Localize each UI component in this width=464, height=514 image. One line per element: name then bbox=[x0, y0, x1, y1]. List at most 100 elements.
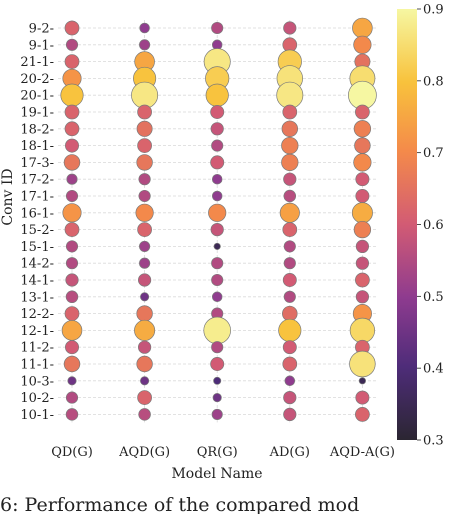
y-tick-label: 10-3- bbox=[20, 374, 54, 389]
bubble-QR(G)-9-2 bbox=[211, 21, 224, 35]
bubble-AD(G)-17-1 bbox=[283, 189, 297, 203]
bubble-QR(G)-18-1 bbox=[211, 139, 224, 152]
bubble-QR(G)-17-2 bbox=[211, 173, 223, 185]
y-tick-label: 9-2- bbox=[29, 22, 54, 37]
bubble-AD(G)-11-2 bbox=[282, 340, 297, 355]
bubble-AQD-A(G)-12-1 bbox=[349, 317, 376, 344]
bubble-AQD(G)-13-1 bbox=[140, 292, 150, 302]
y-tick-label: 16-1- bbox=[20, 206, 54, 221]
colorbar bbox=[397, 9, 417, 440]
x-tick-label: QR(G) bbox=[197, 445, 238, 460]
bubble-AD(G)-16-1 bbox=[279, 202, 300, 223]
colorbar-tick-label: 0.8 bbox=[423, 74, 444, 89]
y-tick-label: 10-1- bbox=[20, 408, 54, 423]
bubble-QD(G)-17-1 bbox=[65, 189, 79, 203]
bubble-QD(G)-11-1 bbox=[63, 355, 81, 373]
bubble-AQD(G)-17-3 bbox=[136, 154, 153, 171]
bubble-AQD(G)-9-2 bbox=[139, 22, 150, 34]
bubble-AQD(G)-9-1 bbox=[139, 39, 151, 51]
bubble-AQD-A(G)-16-1 bbox=[351, 202, 373, 224]
bubble-QD(G)-10-1 bbox=[65, 408, 79, 421]
bubble-AD(G)-18-1 bbox=[281, 136, 299, 155]
bubble-AD(G)-14-2 bbox=[283, 257, 296, 270]
bubble-QR(G)-13-1 bbox=[211, 291, 223, 303]
bubble-AQD-A(G)-15-1 bbox=[355, 239, 369, 253]
bubble-AQD-A(G)-9-2 bbox=[352, 17, 373, 39]
bubble-QR(G)-10-2 bbox=[212, 393, 222, 403]
y-tick-label: 17-1- bbox=[20, 190, 54, 205]
bubble-QR(G)-18-2 bbox=[210, 122, 224, 136]
bubble-AQD-A(G)-14-1 bbox=[355, 272, 370, 288]
bubble-AD(G)-10-3 bbox=[284, 375, 296, 387]
colorbar-tick-label: 0.4 bbox=[423, 362, 444, 377]
x-tick-label: AQD-A(G) bbox=[329, 445, 395, 460]
y-tick-label: 18-1- bbox=[20, 139, 54, 154]
bubble-AQD(G)-11-1 bbox=[136, 355, 153, 373]
bubble-AQD(G)-10-2 bbox=[137, 390, 152, 405]
bubble-QD(G)-17-3 bbox=[63, 154, 81, 171]
bubble-QD(G)-11-2 bbox=[65, 340, 79, 355]
bubble-AQD-A(G)-10-1 bbox=[355, 407, 370, 422]
bubble-AD(G)-20-1 bbox=[276, 81, 304, 109]
bubble-AQD-A(G)-18-2 bbox=[353, 120, 372, 138]
y-tick-label: 17-2- bbox=[20, 173, 54, 188]
bubble-QD(G)-10-3 bbox=[67, 376, 77, 386]
bubble-AQD-A(G)-17-1 bbox=[355, 189, 370, 203]
y-tick-labels: 9-2-9-1- 21-1- 20-2- 20-1- 19-1-18-2- 18-1- 17… bbox=[20, 22, 54, 423]
colorbar-tick-label: 0.9 bbox=[423, 3, 444, 18]
bubble-AD(G)-15-2 bbox=[282, 222, 298, 237]
bubble-AQD-A(G)-18-1 bbox=[354, 137, 371, 154]
bubble-QR(G)-10-1 bbox=[211, 408, 223, 420]
bubble-AQD-A(G)-17-3 bbox=[353, 153, 372, 172]
bubble-QD(G)-17-2 bbox=[66, 173, 78, 185]
y-tick-label: 19-1- bbox=[20, 106, 54, 121]
bubble-QD(G)-15-2 bbox=[64, 222, 80, 237]
bubble-QD(G)-13-1 bbox=[65, 290, 79, 304]
bubble-AQD(G)-10-1 bbox=[138, 408, 151, 421]
bubble-QR(G)-16-1 bbox=[208, 203, 227, 222]
bubble-AQD-A(G)-10-3 bbox=[358, 377, 366, 385]
bubble-QR(G)-15-2 bbox=[210, 223, 224, 237]
bubble-AD(G)-11-1 bbox=[282, 356, 298, 372]
bubble-AD(G)-14-1 bbox=[282, 273, 297, 287]
bubble-QR(G)-14-1 bbox=[211, 273, 224, 287]
bubble-AQD-A(G)-19-1 bbox=[355, 104, 370, 120]
bubble-AD(G)-9-2 bbox=[283, 21, 297, 35]
bubble-AD(G)-15-1 bbox=[283, 240, 296, 253]
y-tick-label: 14-2- bbox=[20, 257, 54, 272]
bubble-AD(G)-19-1 bbox=[282, 104, 298, 120]
x-tick-label: AQD(G) bbox=[118, 445, 170, 460]
y-tick-label: 15-1- bbox=[20, 240, 54, 255]
bubble-AQD(G)-18-1 bbox=[137, 138, 152, 153]
bubble-AQD(G)-11-2 bbox=[138, 340, 152, 354]
bubbles bbox=[60, 17, 377, 422]
y-tick-label: 17-3- bbox=[20, 156, 54, 171]
bubble-QD(G)-20-1 bbox=[60, 83, 84, 107]
y-tick-label: 10-2- bbox=[20, 391, 54, 406]
x-tick-label: AD(G) bbox=[269, 445, 310, 460]
bubble-AQD-A(G)-10-2 bbox=[355, 390, 370, 405]
y-tick-label: 12-1- bbox=[20, 324, 54, 339]
bubble-AQD(G)-10-3 bbox=[140, 376, 150, 386]
colorbar-tick-label: 0.6 bbox=[423, 218, 444, 233]
colorbar-tick-label: 0.5 bbox=[423, 290, 444, 305]
bubble-AQD-A(G)-15-2 bbox=[353, 220, 372, 239]
colorbar-tick-label: 0.7 bbox=[423, 146, 444, 161]
bubble-AD(G)-13-1 bbox=[283, 290, 296, 303]
bubble-QR(G)-11-1 bbox=[210, 357, 225, 371]
x-tick-labels: QD(G) AQD(G) QR(G) AD(G) AQD-A(G) bbox=[51, 445, 395, 460]
bubble-QD(G)-21-1 bbox=[64, 54, 80, 69]
y-tick-label: 12-2- bbox=[20, 307, 54, 322]
y-tick-label: 13-1- bbox=[20, 290, 54, 305]
bubble-QR(G)-15-1 bbox=[213, 242, 221, 250]
bubble-QD(G)-16-1 bbox=[62, 203, 82, 223]
bubble-QR(G)-12-1 bbox=[203, 316, 231, 345]
bubble-AQD(G)-14-2 bbox=[139, 257, 151, 269]
bubble-AD(G)-12-2 bbox=[282, 305, 298, 322]
bubble-AQD-A(G)-14-2 bbox=[355, 256, 369, 270]
bubble-AD(G)-18-2 bbox=[281, 120, 299, 138]
y-tick-label: 20-2- bbox=[20, 72, 54, 87]
bubble-QD(G)-14-2 bbox=[65, 257, 79, 270]
bubble-AQD-A(G)-17-2 bbox=[355, 172, 370, 187]
bubble-QR(G)-17-3 bbox=[210, 155, 225, 170]
